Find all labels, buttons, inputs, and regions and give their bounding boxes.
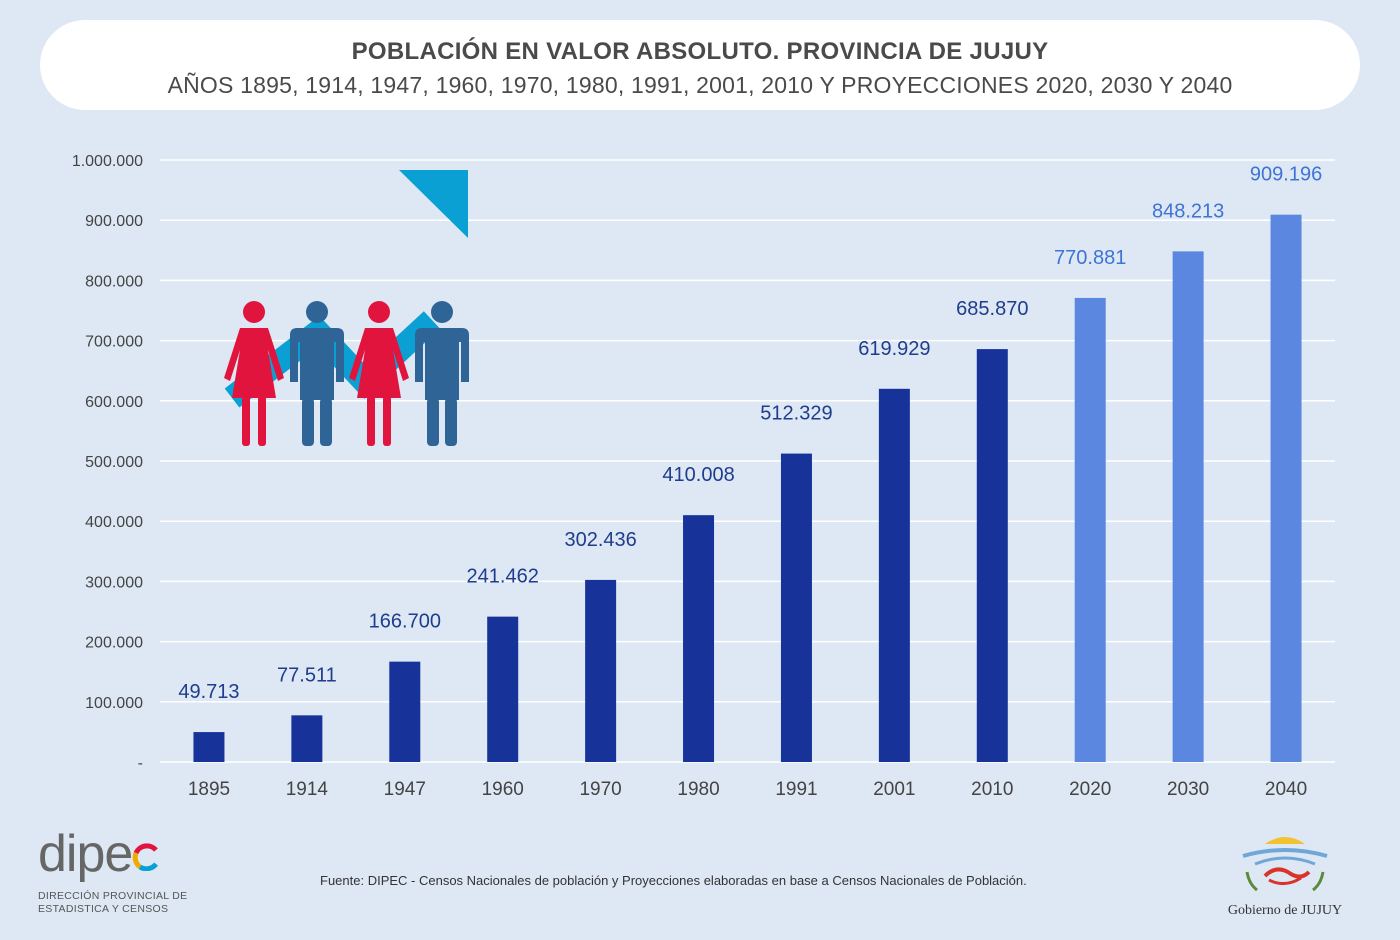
bar-2040 <box>1270 214 1302 762</box>
x-tick-label-2020: 2020 <box>1069 779 1111 800</box>
chart-title: POBLACIÓN EN VALOR ABSOLUTO. PROVINCIA D… <box>351 38 1049 65</box>
y-tick-label: 700.000 <box>85 334 143 351</box>
x-tick-label-1914: 1914 <box>286 779 329 800</box>
value-label-2020: 770.881 <box>1054 247 1126 269</box>
bar-1970 <box>585 579 617 762</box>
x-tick-label-1970: 1970 <box>579 779 621 800</box>
x-tick-label-2030: 2030 <box>1167 779 1209 800</box>
title-box: POBLACIÓN EN VALOR ABSOLUTO. PROVINCIA D… <box>40 20 1360 110</box>
people-icon <box>224 301 469 446</box>
bar-2010 <box>976 349 1008 762</box>
source-note: Fuente: DIPEC - Censos Nacionales de pob… <box>320 873 1027 888</box>
bar-2030 <box>1172 251 1204 762</box>
bar-1947 <box>389 661 421 762</box>
y-tick-label: 600.000 <box>85 394 143 411</box>
x-tick-label-1960: 1960 <box>482 779 524 800</box>
value-label-2010: 685.870 <box>956 298 1028 320</box>
man-icon <box>290 301 344 446</box>
y-tick-label: 300.000 <box>85 574 143 591</box>
dipec-caption-line2: ESTADISTICA Y CENSOS <box>38 903 169 915</box>
value-label-2040: 909.196 <box>1250 164 1322 186</box>
dipec-wordmark: dipe <box>38 828 187 880</box>
x-tick-label-1980: 1980 <box>677 779 719 800</box>
x-tick-label-1947: 1947 <box>384 779 426 800</box>
y-tick-label: 900.000 <box>85 213 143 230</box>
chart-subtitle: AÑOS 1895, 1914, 1947, 1960, 1970, 1980,… <box>167 72 1233 98</box>
value-label-1947: 166.700 <box>369 611 441 633</box>
x-tick-label-2010: 2010 <box>971 779 1013 800</box>
bar-1895 <box>193 732 225 762</box>
bars <box>193 214 1302 762</box>
woman-icon <box>224 301 284 446</box>
bar-2001 <box>878 388 910 762</box>
x-axis-tick-labels: 1895 1914 1947 1960 1970 1980 1991 2001 2010 2020… <box>188 779 1307 800</box>
value-label-2001: 619.929 <box>858 338 930 360</box>
y-tick-label: 1.000.000 <box>72 153 143 170</box>
value-label-1914: 77.511 <box>277 664 337 686</box>
value-label-1895: 49.713 <box>178 681 239 703</box>
value-label-1980: 410.008 <box>662 464 734 486</box>
bar-chart: - 100.000 200.000 300.000 400.000 500.000 600.… <box>72 153 1335 800</box>
provincial-seal-icon <box>1242 837 1328 892</box>
bar-1960 <box>487 616 519 762</box>
x-tick-label-1991: 1991 <box>775 779 817 800</box>
bar-1991 <box>780 453 812 762</box>
x-tick-label-2040: 2040 <box>1265 779 1307 800</box>
value-label-1970: 302.436 <box>564 529 636 551</box>
y-tick-label: - <box>138 755 143 772</box>
y-tick-label: 800.000 <box>85 273 143 290</box>
value-labels: 49.713 77.511 166.700 241.462 302.436 410.008… <box>178 164 1322 703</box>
gobierno-caption: Gobierno de JUJUY <box>1227 903 1343 918</box>
y-axis-tick-labels: - 100.000 200.000 300.000 400.000 500.000 600.… <box>72 153 143 772</box>
grid-lines <box>160 159 1335 763</box>
man-icon <box>415 301 469 446</box>
x-tick-label-2001: 2001 <box>873 779 915 800</box>
dipec-wordmark-text: dipe <box>38 825 133 883</box>
value-label-1991: 512.329 <box>760 403 832 425</box>
y-tick-label: 500.000 <box>85 454 143 471</box>
gobierno-logo: Gobierno de JUJUY <box>1220 832 1350 919</box>
x-tick-label-1895: 1895 <box>188 779 230 800</box>
dipec-caption-line1: DIRECCIÓN PROVINCIAL DE <box>38 890 188 902</box>
dipec-c-icon <box>133 843 159 871</box>
value-label-1960: 241.462 <box>467 566 539 588</box>
y-tick-label: 400.000 <box>85 514 143 531</box>
dipec-logo: dipe DIRECCIÓN PROVINCIAL DE ESTADISTICA… <box>38 828 187 916</box>
value-label-2030: 848.213 <box>1152 200 1224 222</box>
y-tick-label: 100.000 <box>85 695 143 712</box>
y-tick-label: 200.000 <box>85 635 143 652</box>
bar-1914 <box>291 715 323 762</box>
woman-icon <box>349 301 409 446</box>
bar-1980 <box>683 515 715 762</box>
bar-2020 <box>1074 297 1106 762</box>
